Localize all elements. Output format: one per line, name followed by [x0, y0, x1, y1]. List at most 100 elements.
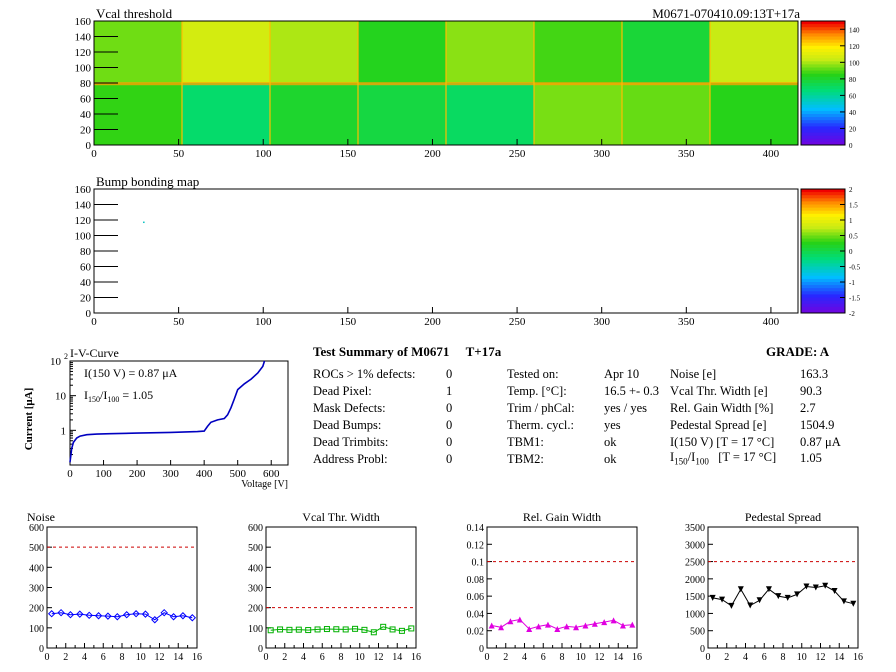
pedestal-spread-point: [831, 587, 838, 594]
iv-annotation-current: I(150 V) = 0.87 μA: [84, 366, 178, 380]
col2-label: Temp. [°C]:: [507, 384, 567, 398]
gain-width-point: [535, 623, 542, 630]
roc-seam: [445, 21, 447, 145]
bump-colorbar-band: [801, 288, 845, 292]
iv-xlabel: Voltage [V]: [241, 479, 288, 490]
gain-width-xtick-label: 12: [595, 652, 605, 663]
vcal-width-ytick-label: 600: [248, 523, 263, 534]
gain-width-point: [488, 622, 495, 629]
vcal-colorbar-band: [801, 58, 845, 62]
bump-xtick-label: 400: [763, 316, 780, 328]
noise-ytick-label: 200: [29, 604, 44, 615]
vcal-colorbar-band: [801, 39, 845, 44]
roc-cell: [182, 83, 270, 145]
bump-colorbar-band: [801, 229, 845, 233]
iv-xtick-label: 500: [229, 468, 246, 480]
dead-bump-pixel: [143, 221, 145, 224]
roc-cell: [358, 83, 446, 145]
vcal-ytick-label: 100: [75, 63, 92, 75]
vcal-colorbar-band: [801, 70, 845, 75]
noise-point: [160, 609, 168, 617]
col2-value: ok: [604, 435, 617, 449]
vcal-xtick-label: 50: [173, 148, 185, 160]
bump-xtick-label: 350: [678, 316, 695, 328]
vcal-width-point: [305, 627, 312, 634]
summary-title: Test Summary of M0671 T+17a: [313, 344, 501, 360]
vcal-xtick-label: 200: [424, 148, 441, 160]
noise-point: [104, 612, 112, 620]
pedestal-spread-ytick-label: 3000: [685, 540, 705, 551]
gain-width-ytick-label: 0: [479, 644, 484, 655]
noise-point: [122, 611, 131, 619]
gain-width-ytick-label: 0.14: [467, 523, 485, 534]
bump-colorbar-band: [801, 278, 845, 283]
vcal-colorbar-band: [801, 83, 845, 87]
noise-point: [57, 609, 65, 617]
gain-width-frame: [486, 526, 638, 649]
vcal-width-point: [286, 626, 293, 633]
pedestal-spread-xtick-label: 2: [724, 652, 729, 663]
pedestal-spread-ytick-label: 1000: [685, 609, 705, 620]
col1-value: 0: [446, 452, 453, 466]
pedestal-spread-point: [737, 586, 744, 593]
gain-width-point: [619, 622, 626, 629]
bump-ytick-label: 160: [75, 184, 92, 196]
bump-xtick-label: 200: [424, 316, 441, 328]
col3-value: 90.3: [800, 384, 822, 398]
noise-line: [51, 612, 193, 621]
pedestal-spread-title: Pedestal Spread: [745, 510, 821, 524]
iv-annotation-ratio: I150/I100 = 1.05: [84, 388, 153, 404]
ratio-sub2: 100: [695, 456, 709, 467]
pedestal-spread-line: [712, 585, 854, 607]
bump-ytick-label: 20: [80, 293, 92, 305]
roc-seam: [621, 21, 623, 145]
bump-colorbar-band: [801, 282, 845, 286]
bump-colorbar-band: [801, 220, 845, 224]
pedestal-spread-point: [719, 596, 726, 603]
vcal-ytick-label: 160: [75, 16, 92, 28]
vcal-ytick-label: 120: [75, 47, 92, 59]
vcal-colorbar-band: [801, 36, 845, 41]
col3-label: I(150 V) [T = 17 °C]: [670, 435, 775, 449]
bump-colorbar-band: [801, 247, 845, 252]
vcal-colorbar-band: [801, 33, 845, 37]
vcal-ytick-label: 20: [80, 125, 92, 137]
bump-colorbar-band: [801, 189, 845, 193]
vcal-colorbar-band: [801, 98, 845, 103]
bump-ytick-label: 100: [75, 231, 92, 243]
bump-colorbar-band: [801, 198, 845, 202]
pedestal-spread-ytick-label: 1500: [685, 592, 705, 603]
gain-width-ytick-label: 0.06: [467, 592, 485, 603]
vcal-cb-tick-label: 60: [849, 92, 857, 100]
ratio-mid: /I: [687, 450, 696, 464]
gain-width-point: [507, 618, 514, 625]
bump-cb-tick-label: -1.5: [849, 295, 861, 303]
vcal-cb-tick-label: 80: [849, 76, 857, 84]
bump-colorbar-band: [801, 309, 845, 314]
ratio-post: [T = 17 °C]: [708, 450, 777, 464]
bump-colorbar-band: [801, 216, 845, 221]
bump-colorbar-band: [801, 192, 845, 196]
roc-seam: [357, 21, 359, 145]
noise-point: [47, 610, 56, 618]
bump-cb-tick-label: 0: [849, 248, 853, 256]
ratio-sub1: 150: [674, 456, 688, 467]
vcal-colorbar-band: [801, 123, 845, 127]
noise-point: [113, 613, 122, 621]
bump-cb-tick-label: 1: [849, 217, 853, 225]
noise-point: [169, 613, 178, 621]
vcal-colorbar-band: [801, 132, 845, 137]
gain-width-point: [554, 625, 561, 632]
vcal-colorbar-band: [801, 21, 845, 25]
pedestal-spread-point: [812, 584, 819, 591]
noise-xtick-label: 0: [45, 652, 50, 663]
vcal-xtick-label: 150: [340, 148, 357, 160]
pedestal-spread-ytick-label: 500: [690, 627, 705, 638]
vcal-colorbar-band: [801, 45, 845, 50]
vcal-width-xtick-label: 4: [301, 652, 306, 663]
gain-width-xtick-label: 14: [613, 652, 623, 663]
col2-value: Apr 10: [604, 367, 640, 381]
vcal-xtick-label: 300: [593, 148, 610, 160]
pedestal-spread-point: [709, 594, 716, 601]
